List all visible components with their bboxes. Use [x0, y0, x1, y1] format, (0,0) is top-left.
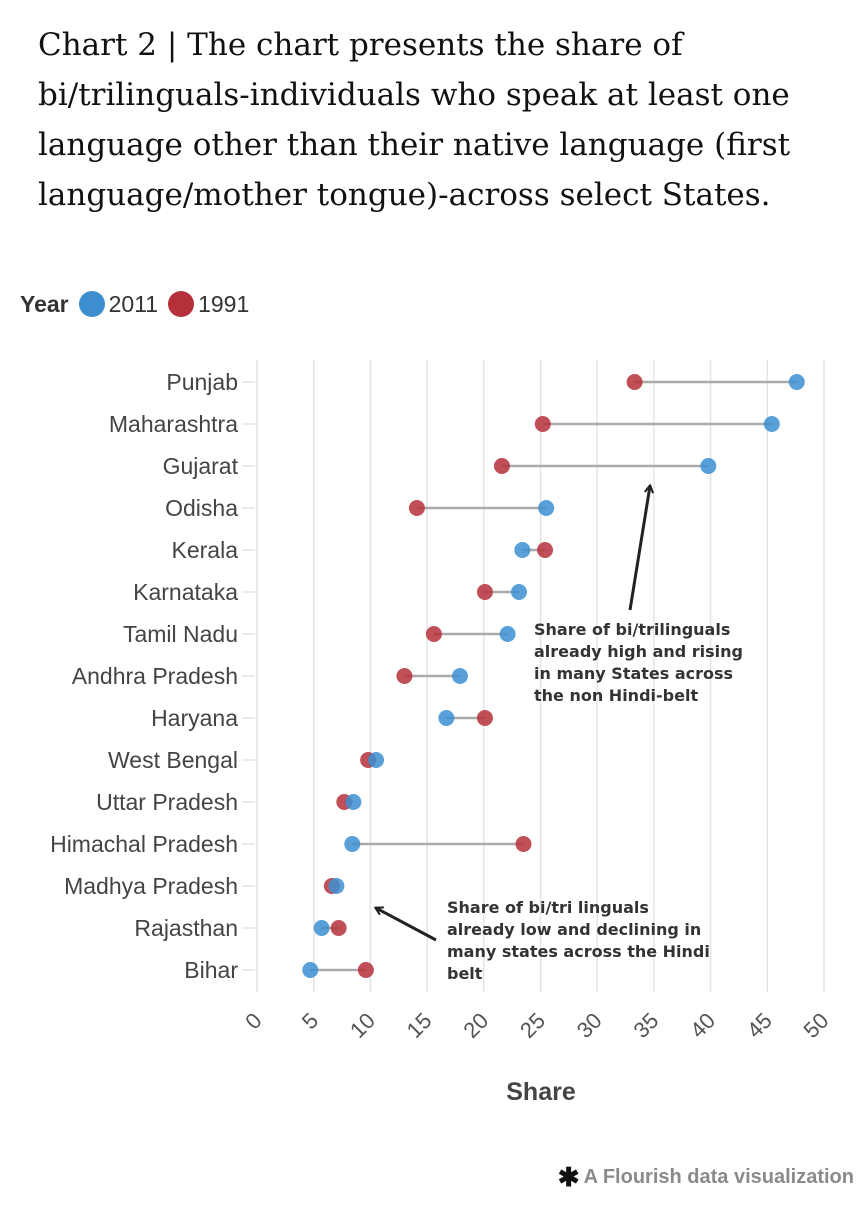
point-1991[interactable]	[515, 836, 532, 852]
point-1991[interactable]	[476, 584, 493, 600]
y-tick-label: Andhra Pradesh	[72, 663, 238, 689]
y-tick-label: Gujarat	[163, 453, 239, 479]
legend-title: Year	[20, 290, 69, 317]
annotation-text: many states across the Hindi	[447, 942, 710, 961]
y-tick-label: Uttar Pradesh	[96, 789, 238, 815]
point-2011[interactable]	[763, 416, 780, 432]
point-2011[interactable]	[514, 542, 531, 558]
y-tick-label: Bihar	[184, 957, 238, 983]
point-2011[interactable]	[788, 374, 805, 390]
x-tick-label: 0	[240, 1008, 266, 1034]
y-tick-label: Maharashtra	[109, 411, 238, 437]
point-2011[interactable]	[510, 584, 527, 600]
annotation-text: Share of bi/tri linguals	[447, 898, 649, 917]
credit-text: A Flourish data visualization	[583, 1166, 854, 1188]
x-tick-label: 30	[572, 1008, 607, 1043]
legend-item-2011[interactable]: 2011	[78, 290, 159, 318]
point-2011[interactable]	[344, 836, 361, 852]
annotation-text: the non Hindi-belt	[534, 686, 698, 705]
x-tick-label: 35	[628, 1008, 663, 1043]
x-tick-label: 45	[742, 1008, 777, 1043]
data-points	[302, 374, 805, 978]
point-1991[interactable]	[408, 500, 425, 516]
x-tick-label: 5	[297, 1008, 323, 1034]
point-1991[interactable]	[537, 542, 554, 558]
x-tick-labels: 0 5 10 15 20 25 30 35 40 45 50	[240, 1008, 833, 1043]
annotation-arrow	[628, 486, 650, 611]
annotation-text: already high and rising	[534, 642, 743, 661]
annotation-text: in many States across	[534, 664, 733, 683]
x-tick-label: 40	[685, 1008, 720, 1043]
legend-label-2011: 2011	[108, 290, 159, 317]
y-tick-labels: Punjab Maharashtra Gujarat Odisha Kerala Karn…	[50, 369, 239, 983]
legend: Year 2011 1991	[20, 286, 259, 322]
point-2011[interactable]	[328, 878, 345, 894]
legend-swatch-1991	[168, 291, 195, 317]
annotation-text: belt	[447, 964, 483, 983]
x-tick-label: 25	[515, 1008, 550, 1043]
legend-swatch-2011	[78, 291, 105, 317]
y-tick-label: Punjab	[166, 369, 238, 395]
point-2011[interactable]	[302, 962, 319, 978]
x-tick-label: 20	[458, 1008, 493, 1043]
dumbbell-chart: Punjab Maharashtra Gujarat Odisha Kerala Karn…	[50, 360, 834, 1106]
point-2011[interactable]	[313, 920, 330, 936]
point-1991[interactable]	[476, 710, 493, 726]
point-1991[interactable]	[357, 962, 374, 978]
point-1991[interactable]	[493, 458, 510, 474]
annotation-arrow	[376, 908, 437, 942]
point-1991[interactable]	[396, 668, 413, 684]
point-1991[interactable]	[534, 416, 551, 432]
point-2011[interactable]	[345, 794, 362, 810]
point-1991[interactable]	[626, 374, 643, 390]
x-tick-label: 50	[799, 1008, 834, 1043]
point-2011[interactable]	[438, 710, 455, 726]
flourish-credit[interactable]: ✱ A Flourish data visualization	[558, 1162, 854, 1193]
y-tick-label: Tamil Nadu	[123, 621, 238, 647]
point-1991[interactable]	[330, 920, 347, 936]
annotation-text: Share of bi/trilinguals	[534, 620, 730, 639]
x-tick-label: 15	[402, 1008, 437, 1043]
point-2011[interactable]	[499, 626, 516, 642]
x-tick-label: 10	[345, 1008, 380, 1043]
annotation-text: already low and declining in	[447, 920, 701, 939]
y-tick-label: Haryana	[151, 705, 238, 731]
point-2011[interactable]	[700, 458, 717, 474]
point-2011[interactable]	[451, 668, 468, 684]
y-tick-label: Himachal Pradesh	[50, 831, 238, 857]
legend-item-1991[interactable]: 1991	[168, 291, 249, 318]
y-tick-label: Karnataka	[133, 579, 238, 605]
y-tick-label: Madhya Pradesh	[64, 873, 238, 899]
legend-label-1991: 1991	[198, 290, 250, 317]
annotations: Share of bi/trilinguals already high and …	[376, 486, 743, 983]
flourish-asterisk-icon: ✱	[557, 1162, 580, 1192]
y-tick-label: Odisha	[165, 495, 238, 521]
point-1991[interactable]	[425, 626, 442, 642]
y-tick-label: Rajasthan	[134, 915, 238, 941]
chart-title: Chart 2 | The chart presents the share o…	[38, 27, 791, 213]
x-axis-label: Share	[506, 1078, 576, 1106]
y-tick-label: Kerala	[172, 537, 239, 563]
point-2011[interactable]	[368, 752, 385, 768]
point-2011[interactable]	[538, 500, 555, 516]
y-tick-label: West Bengal	[108, 747, 238, 773]
